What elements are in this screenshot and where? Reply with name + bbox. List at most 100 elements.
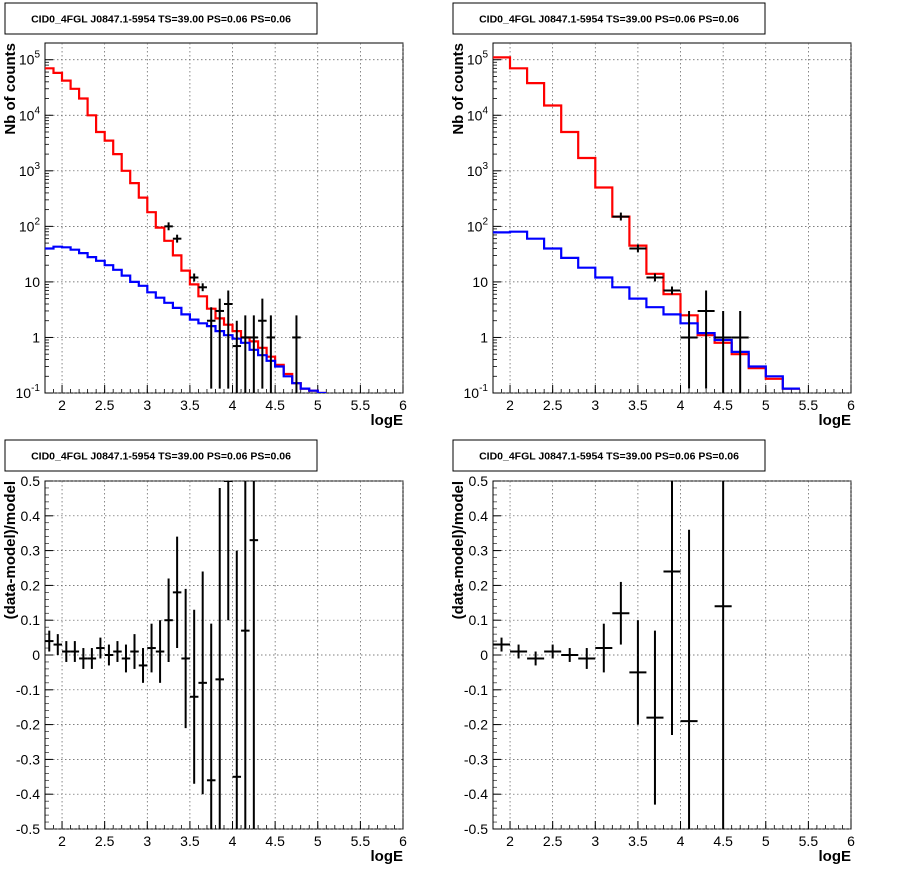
model-background-line: [493, 230, 800, 390]
data-point: [206, 623, 216, 829]
x-tick-label: 5: [314, 397, 322, 413]
data-point: [198, 571, 207, 795]
data-point: [561, 648, 579, 662]
y-tick-label: -0.5: [16, 821, 40, 837]
x-tick-label: 4: [677, 833, 685, 849]
data-point: [510, 644, 528, 659]
x-tick-label: 5.5: [351, 833, 371, 849]
y-tick-label: 105: [467, 50, 489, 68]
data-point: [646, 630, 664, 805]
data-point: [45, 630, 54, 652]
y-tick-label: 0.3: [21, 543, 41, 559]
y-tick-label: -0.1: [16, 682, 40, 698]
x-tick-label: 4.5: [265, 397, 285, 413]
y-tick-label: 10-1: [16, 383, 41, 401]
y-tick-label: 1: [480, 329, 488, 345]
x-tick-label: 3: [143, 397, 151, 413]
y-tick-label: 103: [467, 161, 489, 179]
x-tick-label: 3.5: [628, 397, 648, 413]
model-background-line: [45, 245, 327, 393]
y-tick-label: 102: [19, 216, 41, 234]
y-axis-label: (data-model)/model: [2, 481, 19, 619]
x-tick-label: 6: [847, 397, 855, 413]
y-tick-exponent: 2: [482, 216, 488, 227]
y-tick-label: 0.5: [21, 473, 41, 489]
plot-frame: [44, 42, 404, 394]
y-tick-label: 0.4: [21, 508, 41, 524]
x-tick-label: 5.5: [799, 397, 819, 413]
x-axis-label: logE: [819, 848, 852, 865]
x-tick-label: 4: [677, 397, 685, 413]
x-axis-label: logE: [819, 412, 852, 429]
y-tick-label: 0.1: [21, 612, 41, 628]
data-point: [181, 588, 190, 729]
x-axis-label: logE: [371, 412, 404, 429]
data-point: [266, 315, 276, 393]
data-point: [697, 290, 715, 389]
data-point: [113, 641, 122, 662]
data-point: [714, 481, 732, 829]
data-point: [249, 315, 259, 393]
x-tick-label: 6: [847, 833, 855, 849]
data-point: [70, 641, 80, 662]
data-point: [249, 481, 259, 829]
data-point: [87, 648, 97, 669]
x-tick-label: 5.5: [351, 397, 371, 413]
y-tick-exponent: 4: [482, 105, 488, 116]
data-point: [164, 222, 173, 231]
y-tick-exponent: 5: [482, 50, 488, 61]
x-tick-label: 6: [399, 397, 407, 413]
y-tick-label: 10-1: [464, 383, 489, 401]
chart-panel-1: 2 2.5 3 3.5 4 4.5 5 5.5 6 10-1 1 10 102 103 104 105 logE…: [2, 2, 407, 429]
y-tick-label: 0.4: [469, 508, 489, 524]
x-tick-label: 2.5: [543, 397, 563, 413]
x-tick-label: 4.5: [713, 833, 733, 849]
data-point: [138, 648, 148, 683]
y-tick-label: 10: [24, 274, 40, 290]
y-tick-label: 104: [19, 105, 41, 123]
data-point: [172, 234, 182, 243]
y-tick-label: 1: [32, 329, 40, 345]
y-tick-exponent: -1: [479, 383, 488, 394]
chart-title-box: [452, 2, 766, 35]
chart-title-box: [4, 2, 318, 35]
series-group: [493, 56, 800, 393]
x-tick-label: 2: [506, 397, 514, 413]
series-group: [493, 481, 732, 829]
y-tick-label: 0: [480, 647, 488, 663]
y-tick-label: 0.5: [469, 473, 489, 489]
data-point: [232, 320, 242, 393]
y-tick-label: 10: [472, 274, 488, 290]
y-tick-label: 0.3: [469, 543, 489, 559]
data-point: [241, 481, 250, 829]
data-point: [96, 637, 105, 659]
chart-title: CID0_4FGL J0847.1-5954 TS=39.00 PS=0.06 …: [479, 14, 739, 26]
data-point: [215, 487, 224, 829]
y-tick-label: -0.3: [464, 751, 488, 767]
chart-panel-2: 2 2.5 3 3.5 4 4.5 5 5.5 6 10-1 1 10 102 103 104 105 logE…: [450, 2, 855, 429]
data-point: [79, 648, 88, 669]
data-point: [612, 581, 630, 645]
y-tick-exponent: 5: [34, 50, 40, 61]
chart-title: CID0_4FGL J0847.1-5954 TS=39.00 PS=0.06 …: [31, 451, 291, 463]
data-point: [680, 529, 698, 829]
y-tick-label: 0.2: [21, 577, 41, 593]
data-point: [663, 481, 681, 736]
y-axis-label: (data-model)/model: [450, 481, 467, 619]
y-tick-label: 0: [32, 647, 40, 663]
series-group: [45, 481, 259, 829]
x-tick-label: 5: [314, 833, 322, 849]
data-point: [121, 644, 131, 673]
data-point: [130, 634, 139, 669]
data-point: [292, 315, 301, 393]
x-tick-label: 5: [762, 833, 770, 849]
chart-title-box: [452, 439, 766, 472]
data-point: [224, 290, 233, 389]
y-tick-label: 102: [467, 216, 489, 234]
x-tick-label: 3.5: [180, 833, 200, 849]
x-tick-label: 2: [58, 397, 66, 413]
data-point: [714, 310, 732, 393]
x-tick-label: 3.5: [628, 833, 648, 849]
data-point: [663, 286, 681, 295]
data-point: [629, 244, 647, 253]
